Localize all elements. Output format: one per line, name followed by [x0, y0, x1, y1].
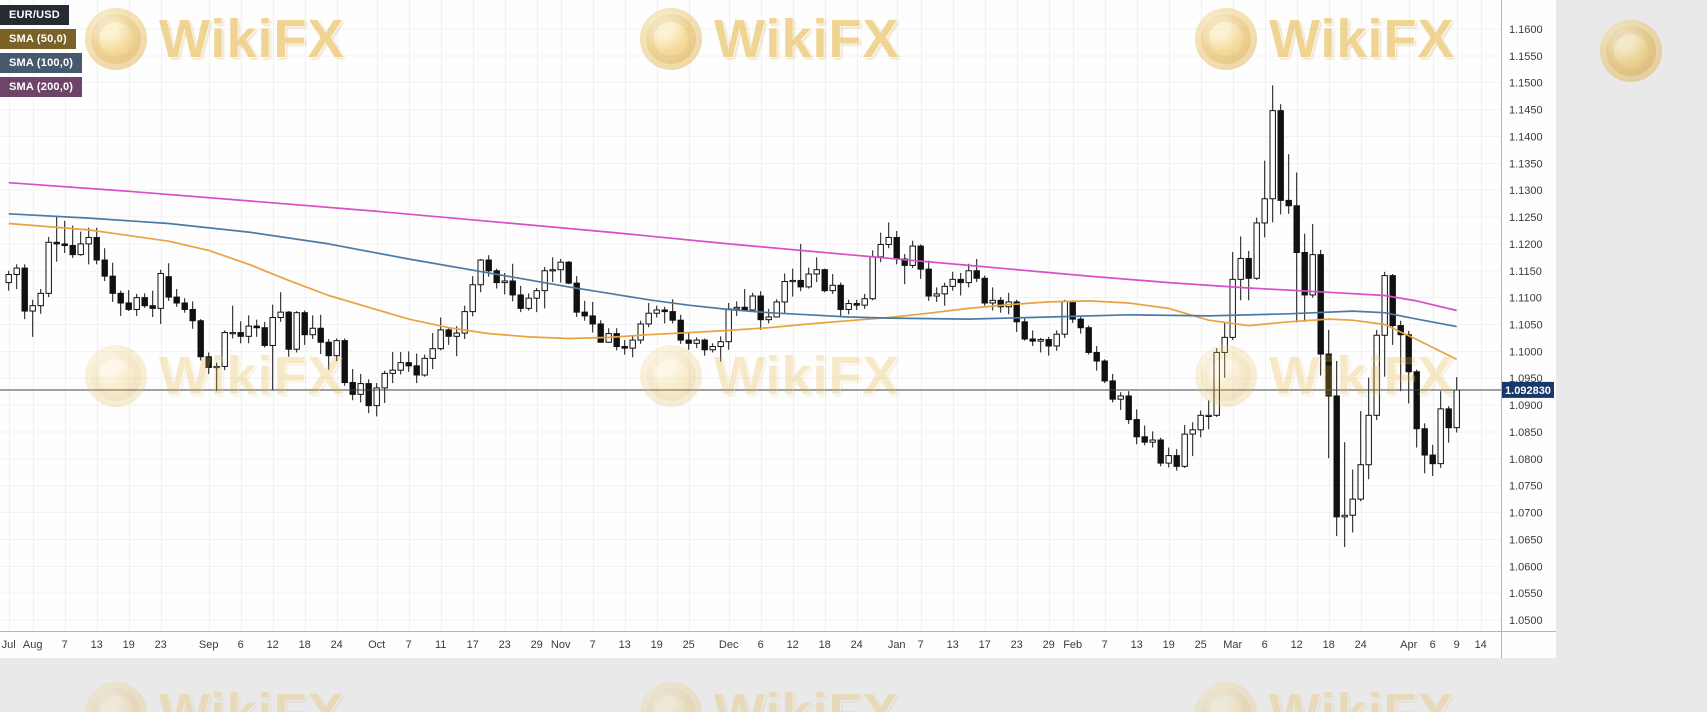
date-axis-label: Jul — [2, 639, 16, 651]
date-axis-label: 6 — [1262, 639, 1268, 651]
price-axis-label: 1.0850 — [1509, 427, 1543, 439]
date-axis-label: Apr — [1400, 639, 1417, 651]
current-price-label: 1.092830 — [1505, 385, 1551, 397]
date-axis-label: 7 — [918, 639, 924, 651]
date-axis-label: 25 — [1195, 639, 1207, 651]
date-axis-label: 24 — [1355, 639, 1367, 651]
date-axis-label: 7 — [406, 639, 412, 651]
price-axis-label: 1.1400 — [1509, 131, 1543, 143]
wikifx-watermark: WikiFX — [640, 682, 900, 712]
date-axis-label: 12 — [787, 639, 799, 651]
price-axis-label: 1.0500 — [1509, 615, 1543, 627]
date-axis-label: 25 — [683, 639, 695, 651]
date-axis-label: 7 — [62, 639, 68, 651]
price-axis-label: 1.1150 — [1509, 266, 1542, 278]
sma50-line — [8, 222, 1458, 361]
date-axis-label: 11 — [435, 639, 446, 651]
date-axis-label: 18 — [299, 639, 311, 651]
price-axis-label: 1.1000 — [1509, 346, 1543, 358]
price-axis-label: 1.1200 — [1509, 239, 1543, 251]
date-axis-label: 12 — [1291, 639, 1303, 651]
date-axis-label: 13 — [91, 639, 103, 651]
date-axis-label: 24 — [331, 639, 343, 651]
date-axis-label: 23 — [155, 639, 167, 651]
date-axis-label: 7 — [590, 639, 596, 651]
date-axis-label: 13 — [1131, 639, 1143, 651]
date-axis-label: 18 — [1323, 639, 1335, 651]
price-axis-label: 1.0600 — [1509, 561, 1543, 573]
wikifx-watermark-text: WikiFX — [159, 682, 345, 712]
chart-panel: 1.1600 1.1550 1.1500 1.1450 1.1400 1.1350 1.13… — [0, 0, 1556, 658]
sma100-line — [8, 212, 1457, 328]
date-axis-label: 13 — [947, 639, 959, 651]
date-axis-label: Nov — [551, 639, 571, 651]
date-axis-label: 17 — [979, 639, 991, 651]
date-axis-label: Sep — [199, 639, 219, 651]
date-axis-label: 23 — [1011, 639, 1023, 651]
wikifx-logo-icon — [640, 682, 702, 712]
price-axis-label: 1.1100 — [1509, 293, 1542, 305]
price-axis-label: 1.1250 — [1509, 212, 1543, 224]
date-axis-label: 29 — [531, 639, 543, 651]
legend: EUR/USD SMA (50,0) SMA (100,0) SMA (200,… — [0, 5, 83, 97]
date-axis-label: 6 — [238, 639, 244, 651]
price-axis-label: 1.0700 — [1509, 508, 1543, 520]
indicator-badge-sma200[interactable]: SMA (200,0) — [0, 77, 83, 97]
price-axis-label: 1.1500 — [1509, 78, 1543, 90]
price-axis-label: 1.0750 — [1509, 481, 1543, 493]
price-axis-label: 1.1450 — [1509, 105, 1543, 117]
wikifx-logo-icon — [85, 682, 147, 712]
date-axis-label: 17 — [467, 639, 479, 651]
price-axis-label: 1.1600 — [1509, 24, 1543, 36]
wikifx-watermark-text: WikiFX — [1269, 682, 1455, 712]
wikifx-watermark — [1600, 20, 1662, 82]
date-axis-label: 14 — [1475, 639, 1487, 651]
symbol-badge[interactable]: EUR/USD — [0, 5, 69, 25]
date-axis-label: 13 — [619, 639, 631, 651]
date-axis-label: Dec — [719, 639, 739, 651]
date-axis-label: Feb — [1063, 639, 1082, 651]
date-axis-label: 19 — [123, 639, 135, 651]
wikifx-watermark: WikiFX — [1195, 682, 1455, 712]
date-axis-label: 6 — [1430, 639, 1436, 651]
date-axis-label: 29 — [1043, 639, 1055, 651]
wikifx-logo-icon — [1600, 20, 1662, 82]
date-axis-label: 7 — [1102, 639, 1108, 651]
date-axis-label: 9 — [1454, 639, 1460, 651]
wikifx-watermark: WikiFX — [85, 682, 345, 712]
date-axis-label: Aug — [23, 639, 43, 651]
price-axis-label: 1.1550 — [1509, 51, 1543, 63]
wikifx-logo-icon — [1195, 682, 1257, 712]
date-axis-label: Mar — [1223, 639, 1242, 651]
price-axis-label: 1.1050 — [1509, 320, 1543, 332]
date-axis-label: 19 — [1163, 639, 1175, 651]
price-axis-label: 1.0550 — [1509, 588, 1543, 600]
date-axis-label: 12 — [267, 639, 279, 651]
price-axis-label: 1.1300 — [1509, 185, 1543, 197]
date-axis-label: 18 — [819, 639, 831, 651]
indicator-badge-sma50[interactable]: SMA (50,0) — [0, 29, 76, 49]
price-axis-label: 1.1350 — [1509, 158, 1543, 170]
date-axis-label: 23 — [499, 639, 511, 651]
date-axis-label: Oct — [368, 639, 385, 651]
current-price-badge — [1502, 381, 1554, 398]
price-chart[interactable]: 1.1600 1.1550 1.1500 1.1450 1.1400 1.1350 1.13… — [0, 0, 1556, 658]
price-axis-label: 1.0650 — [1509, 534, 1543, 546]
sma200-line — [8, 181, 1457, 312]
date-axis-label: 19 — [651, 639, 663, 651]
date-axis-label: Jan — [888, 639, 906, 651]
price-axis-label: 1.0900 — [1509, 400, 1543, 412]
indicator-badge-sma100[interactable]: SMA (100,0) — [0, 53, 83, 73]
wikifx-watermark-text: WikiFX — [714, 682, 900, 712]
date-axis-label: 24 — [851, 639, 863, 651]
price-axis-label: 1.0800 — [1509, 454, 1543, 466]
date-axis-label: 6 — [758, 639, 764, 651]
